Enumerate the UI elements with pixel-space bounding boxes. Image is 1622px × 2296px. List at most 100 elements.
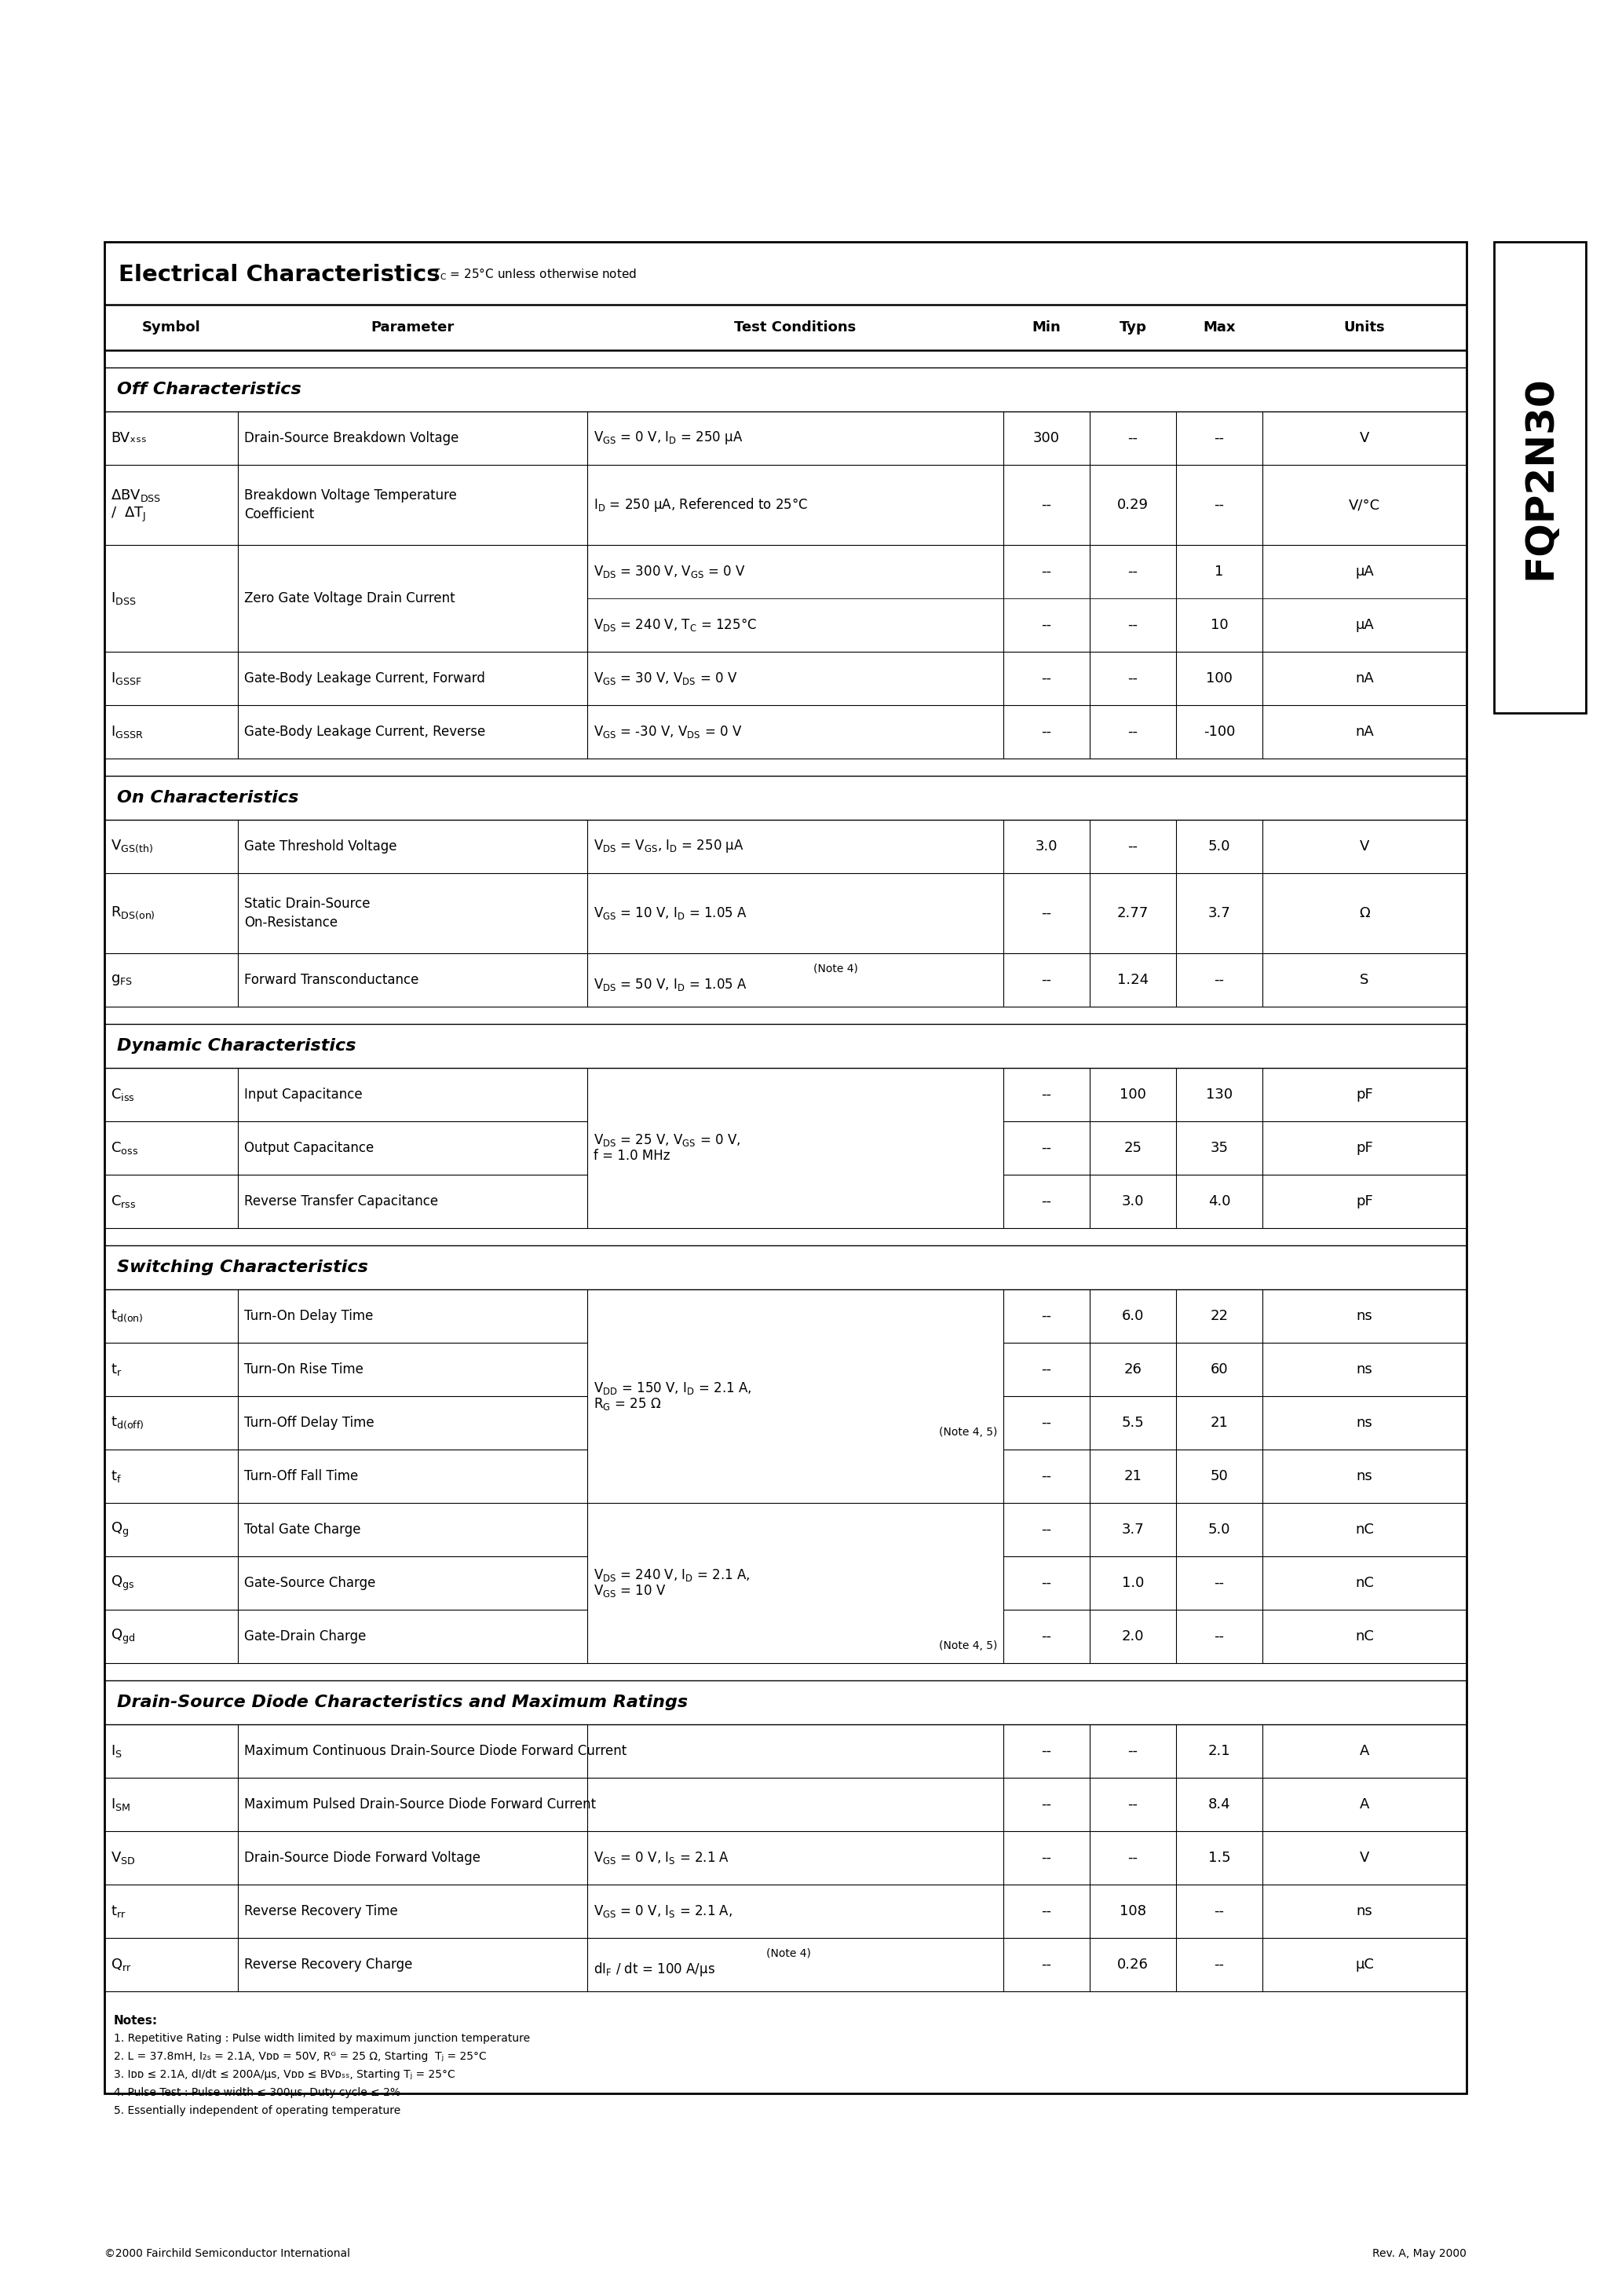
Text: Coefficient: Coefficient bbox=[245, 507, 315, 521]
Text: t$_{\mathrm{rr}}$: t$_{\mathrm{rr}}$ bbox=[110, 1903, 127, 1919]
Text: --: -- bbox=[1215, 432, 1225, 445]
Text: dI$_{\mathrm{F}}$ / dt = 100 A/μs: dI$_{\mathrm{F}}$ / dt = 100 A/μs bbox=[594, 1961, 715, 1977]
Text: Rev. A, May 2000: Rev. A, May 2000 bbox=[1372, 2248, 1466, 2259]
Text: --: -- bbox=[1041, 565, 1051, 579]
Text: 5.0: 5.0 bbox=[1208, 1522, 1231, 1536]
Text: 4. Pulse Test : Pulse width ≤ 300μs, Duty cycle ≤ 2%: 4. Pulse Test : Pulse width ≤ 300μs, Dut… bbox=[114, 2087, 401, 2099]
Text: 3. Iᴅᴅ ≤ 2.1A, dI/dt ≤ 200A/μs, Vᴅᴅ ≤ BVᴅₛₛ, Starting Tⱼ = 25°C: 3. Iᴅᴅ ≤ 2.1A, dI/dt ≤ 200A/μs, Vᴅᴅ ≤ BV… bbox=[114, 2069, 456, 2080]
Text: C$_{\mathrm{oss}}$: C$_{\mathrm{oss}}$ bbox=[110, 1141, 138, 1155]
Text: (Note 4, 5): (Note 4, 5) bbox=[939, 1639, 998, 1651]
Text: V/°C: V/°C bbox=[1350, 498, 1380, 512]
Text: μA: μA bbox=[1354, 618, 1374, 631]
Text: Gate-Body Leakage Current, Forward: Gate-Body Leakage Current, Forward bbox=[245, 670, 485, 687]
Text: t$_{\mathrm{d(off)}}$: t$_{\mathrm{d(off)}}$ bbox=[110, 1414, 144, 1430]
Text: Symbol: Symbol bbox=[141, 321, 201, 335]
Text: --: -- bbox=[1041, 1141, 1051, 1155]
Text: V$_{\mathrm{DS}}$ = 300 V, V$_{\mathrm{GS}}$ = 0 V: V$_{\mathrm{DS}}$ = 300 V, V$_{\mathrm{G… bbox=[594, 565, 746, 579]
Text: (Note 4): (Note 4) bbox=[766, 1947, 811, 1958]
Text: Q$_{\mathrm{rr}}$: Q$_{\mathrm{rr}}$ bbox=[110, 1956, 131, 1972]
Text: I$_{\mathrm{D}}$ = 250 μA, Referenced to 25°C: I$_{\mathrm{D}}$ = 250 μA, Referenced to… bbox=[594, 496, 808, 514]
Text: Reverse Transfer Capacitance: Reverse Transfer Capacitance bbox=[245, 1194, 438, 1208]
Text: I$_{\mathrm{S}}$: I$_{\mathrm{S}}$ bbox=[110, 1743, 122, 1759]
Text: On Characteristics: On Characteristics bbox=[117, 790, 298, 806]
Text: Switching Characteristics: Switching Characteristics bbox=[117, 1261, 368, 1274]
Text: pF: pF bbox=[1356, 1088, 1374, 1102]
Text: --: -- bbox=[1127, 432, 1139, 445]
Text: 3.0: 3.0 bbox=[1122, 1194, 1144, 1208]
Text: 2. L = 37.8mH, I₂ₛ = 2.1A, Vᴅᴅ = 50V, Rᴳ = 25 Ω, Starting  Tⱼ = 25°C: 2. L = 37.8mH, I₂ₛ = 2.1A, Vᴅᴅ = 50V, Rᴳ… bbox=[114, 2050, 487, 2062]
Text: 130: 130 bbox=[1205, 1088, 1233, 1102]
Text: V$_{\mathrm{DD}}$ = 150 V, I$_{\mathrm{D}}$ = 2.1 A,: V$_{\mathrm{DD}}$ = 150 V, I$_{\mathrm{D… bbox=[594, 1380, 751, 1396]
Text: Gate Threshold Voltage: Gate Threshold Voltage bbox=[245, 840, 397, 854]
Text: V$_{\mathrm{DS}}$ = V$_{\mathrm{GS}}$, I$_{\mathrm{D}}$ = 250 μA: V$_{\mathrm{DS}}$ = V$_{\mathrm{GS}}$, I… bbox=[594, 838, 744, 854]
Text: --: -- bbox=[1215, 498, 1225, 512]
Text: --: -- bbox=[1041, 907, 1051, 921]
Text: V$_{\mathrm{DS}}$ = 50 V, I$_{\mathrm{D}}$ = 1.05 A: V$_{\mathrm{DS}}$ = 50 V, I$_{\mathrm{D}… bbox=[594, 976, 748, 992]
Text: --: -- bbox=[1215, 1630, 1225, 1644]
Text: g$_{\mathrm{FS}}$: g$_{\mathrm{FS}}$ bbox=[110, 974, 133, 987]
Text: V: V bbox=[1359, 840, 1369, 854]
Text: t$_{\mathrm{d(on)}}$: t$_{\mathrm{d(on)}}$ bbox=[110, 1309, 143, 1325]
Text: 4.0: 4.0 bbox=[1208, 1194, 1231, 1208]
Text: pF: pF bbox=[1356, 1141, 1374, 1155]
Text: Drain-Source Diode Forward Voltage: Drain-Source Diode Forward Voltage bbox=[245, 1851, 480, 1864]
Text: --: -- bbox=[1041, 1798, 1051, 1812]
Text: A: A bbox=[1359, 1745, 1369, 1759]
Text: --: -- bbox=[1041, 498, 1051, 512]
Text: V$_{\mathrm{DS}}$ = 240 V, T$_{\mathrm{C}}$ = 125°C: V$_{\mathrm{DS}}$ = 240 V, T$_{\mathrm{C… bbox=[594, 618, 757, 634]
Text: nC: nC bbox=[1354, 1575, 1374, 1591]
Text: Reverse Recovery Charge: Reverse Recovery Charge bbox=[245, 1958, 412, 1972]
Text: Drain-Source Diode Characteristics and Maximum Ratings: Drain-Source Diode Characteristics and M… bbox=[117, 1694, 688, 1711]
Text: --: -- bbox=[1127, 565, 1139, 579]
Text: Parameter: Parameter bbox=[371, 321, 454, 335]
Text: ns: ns bbox=[1356, 1469, 1372, 1483]
Text: R$_{\mathrm{G}}$ = 25 Ω: R$_{\mathrm{G}}$ = 25 Ω bbox=[594, 1396, 662, 1412]
Text: ns: ns bbox=[1356, 1309, 1372, 1322]
Text: Gate-Drain Charge: Gate-Drain Charge bbox=[245, 1630, 367, 1644]
Text: Maximum Continuous Drain-Source Diode Forward Current: Maximum Continuous Drain-Source Diode Fo… bbox=[245, 1745, 626, 1759]
Text: Input Capacitance: Input Capacitance bbox=[245, 1088, 362, 1102]
Text: Maximum Pulsed Drain-Source Diode Forward Current: Maximum Pulsed Drain-Source Diode Forwar… bbox=[245, 1798, 595, 1812]
Text: I$_{\mathrm{GSSF}}$: I$_{\mathrm{GSSF}}$ bbox=[110, 670, 141, 687]
Text: --: -- bbox=[1041, 1088, 1051, 1102]
Text: V$_{\mathrm{GS}}$ = 30 V, V$_{\mathrm{DS}}$ = 0 V: V$_{\mathrm{GS}}$ = 30 V, V$_{\mathrm{DS… bbox=[594, 670, 738, 687]
Text: Breakdown Voltage Temperature: Breakdown Voltage Temperature bbox=[245, 489, 457, 503]
Text: 300: 300 bbox=[1033, 432, 1059, 445]
Bar bbox=[104, 241, 1466, 2094]
Text: V$_{\mathrm{DS}}$ = 240 V, I$_{\mathrm{D}}$ = 2.1 A,: V$_{\mathrm{DS}}$ = 240 V, I$_{\mathrm{D… bbox=[594, 1568, 751, 1582]
Text: Gate-Source Charge: Gate-Source Charge bbox=[245, 1575, 376, 1591]
Text: 25: 25 bbox=[1124, 1141, 1142, 1155]
Text: --: -- bbox=[1041, 1362, 1051, 1378]
Text: 3.7: 3.7 bbox=[1121, 1522, 1144, 1536]
Text: C$_{\mathrm{iss}}$: C$_{\mathrm{iss}}$ bbox=[110, 1086, 135, 1102]
Text: --: -- bbox=[1215, 1575, 1225, 1591]
Text: Typ: Typ bbox=[1119, 321, 1147, 335]
Text: --: -- bbox=[1127, 618, 1139, 631]
Text: 35: 35 bbox=[1210, 1141, 1228, 1155]
Text: Dynamic Characteristics: Dynamic Characteristics bbox=[117, 1038, 357, 1054]
Text: --: -- bbox=[1041, 1745, 1051, 1759]
Text: V: V bbox=[1359, 432, 1369, 445]
Text: 1. Repetitive Rating : Pulse width limited by maximum junction temperature: 1. Repetitive Rating : Pulse width limit… bbox=[114, 2032, 530, 2043]
Text: 6.0: 6.0 bbox=[1122, 1309, 1144, 1322]
Text: V$_{\mathrm{GS(th)}}$: V$_{\mathrm{GS(th)}}$ bbox=[110, 838, 152, 854]
Text: 1.0: 1.0 bbox=[1122, 1575, 1144, 1591]
Text: I$_{\mathrm{DSS}}$: I$_{\mathrm{DSS}}$ bbox=[110, 590, 136, 606]
Text: nA: nA bbox=[1354, 726, 1374, 739]
Text: --: -- bbox=[1041, 726, 1051, 739]
Text: Total Gate Charge: Total Gate Charge bbox=[245, 1522, 360, 1536]
Text: V$_{\mathrm{GS}}$ = -30 V, V$_{\mathrm{DS}}$ = 0 V: V$_{\mathrm{GS}}$ = -30 V, V$_{\mathrm{D… bbox=[594, 723, 743, 739]
Text: --: -- bbox=[1127, 1851, 1139, 1864]
Text: --: -- bbox=[1041, 1851, 1051, 1864]
Text: Static Drain-Source: Static Drain-Source bbox=[245, 895, 370, 912]
Text: Q$_{\mathrm{gs}}$: Q$_{\mathrm{gs}}$ bbox=[110, 1573, 135, 1591]
Text: 2.1: 2.1 bbox=[1208, 1745, 1231, 1759]
Text: --: -- bbox=[1041, 974, 1051, 987]
Text: t$_{\mathrm{r}}$: t$_{\mathrm{r}}$ bbox=[110, 1362, 122, 1378]
Text: V$_{\mathrm{SD}}$: V$_{\mathrm{SD}}$ bbox=[110, 1851, 135, 1867]
Text: 2.0: 2.0 bbox=[1122, 1630, 1144, 1644]
Text: --: -- bbox=[1041, 1522, 1051, 1536]
Text: I$_{\mathrm{SM}}$: I$_{\mathrm{SM}}$ bbox=[110, 1795, 130, 1812]
Text: T$_\mathrm{C}$ = 25°C unless otherwise noted: T$_\mathrm{C}$ = 25°C unless otherwise n… bbox=[425, 266, 637, 282]
Text: --: -- bbox=[1041, 618, 1051, 631]
